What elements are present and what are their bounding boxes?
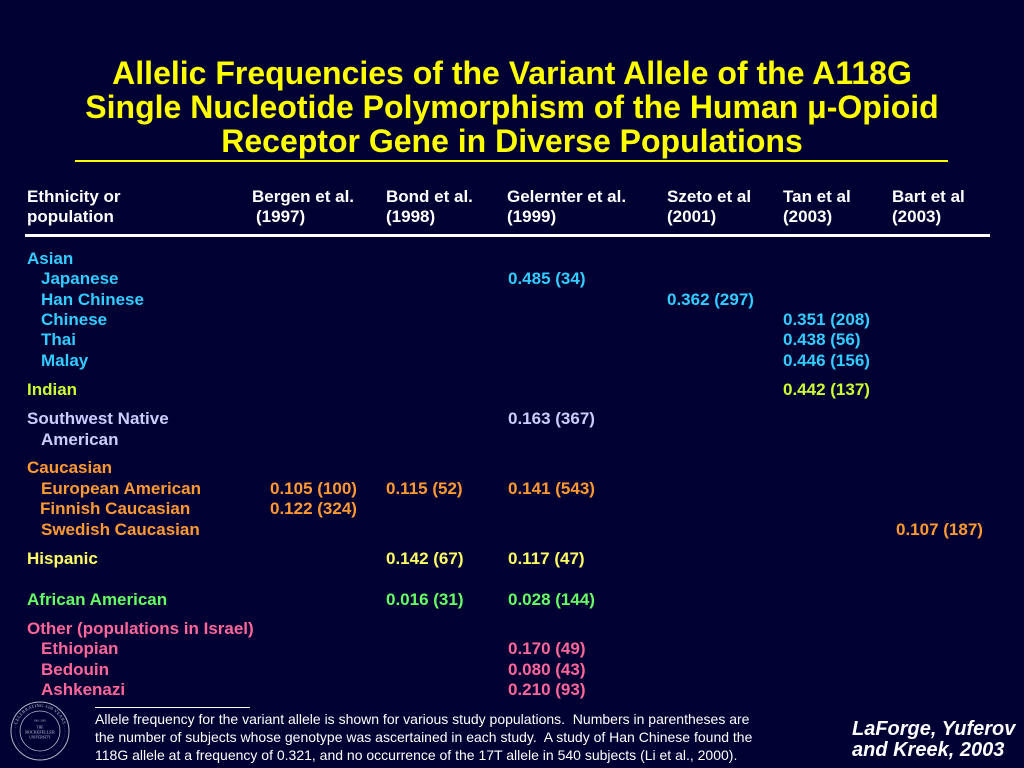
population-label: Malay bbox=[41, 351, 89, 370]
frequency-cell-szeto: 0.362 (297) bbox=[667, 290, 754, 309]
group-row-caucasian: Caucasian bbox=[0, 458, 1024, 478]
header-tan: Tan et al bbox=[783, 187, 851, 206]
group-label: Hispanic bbox=[27, 549, 98, 568]
group-label: Southwest Native bbox=[27, 409, 169, 428]
title-divider bbox=[75, 160, 948, 162]
group-row-southwest-native-american-cont: American bbox=[0, 430, 1024, 450]
table-row-chinese: Chinese 0.351 (208) bbox=[0, 310, 1024, 330]
frequency-cell-tan: 0.351 (208) bbox=[783, 310, 870, 329]
header-szeto: Szeto et al bbox=[667, 187, 752, 206]
header-bergen-year: (1997) bbox=[256, 207, 306, 226]
population-label: Han Chinese bbox=[41, 290, 144, 309]
population-label: Chinese bbox=[41, 310, 108, 329]
frequency-cell-bond: 0.016 (31) bbox=[386, 590, 464, 609]
frequency-cell-gelernter: 0.210 (93) bbox=[508, 680, 586, 699]
seal-name-line-1: THE bbox=[37, 726, 45, 730]
header-ethnicity: Ethnicity or bbox=[27, 187, 121, 206]
group-row-hispanic: Hispanic 0.142 (67) 0.117 (47) bbox=[0, 549, 1024, 569]
frequency-cell-bond: 0.142 (67) bbox=[386, 549, 464, 568]
frequency-cell-gelernter: 0.141 (543) bbox=[508, 479, 595, 498]
citation-line-2: and Kreek, 2003 bbox=[852, 739, 1005, 761]
table-row-malay: Malay 0.446 (156) bbox=[0, 351, 1024, 371]
header-gelernter: Gelernter et al. bbox=[507, 187, 627, 206]
frequency-cell-bart: 0.107 (187) bbox=[896, 520, 983, 539]
citation: LaForge, Yuferov and Kreek, 2003 bbox=[852, 719, 1015, 761]
seal-dotted-ring bbox=[14, 705, 66, 757]
group-label: African American bbox=[27, 590, 168, 609]
frequency-cell-bond: 0.115 (52) bbox=[386, 479, 463, 498]
frequency-cell-gelernter: 0.485 (34) bbox=[508, 269, 586, 288]
frequency-cell-bergen: 0.105 (100) bbox=[270, 479, 357, 498]
header-szeto-year: (2001) bbox=[667, 207, 717, 226]
frequency-cell-bergen: 0.122 (324) bbox=[270, 499, 357, 518]
group-row-southwest-native-american: Southwest Native 0.163 (367) bbox=[0, 409, 1024, 429]
seal-years: 1901-2001 bbox=[34, 719, 47, 723]
footnote-line-1: Allele frequency for the variant allele … bbox=[95, 711, 750, 727]
population-label: European American bbox=[41, 479, 201, 498]
header-bond-year: (1998) bbox=[386, 207, 436, 226]
population-label: Thai bbox=[41, 330, 76, 349]
table-row-european-american: European American 0.105 (100) 0.115 (52)… bbox=[0, 479, 1024, 499]
frequency-cell-tan: 0.446 (156) bbox=[783, 351, 870, 370]
group-row-asian: Asian bbox=[0, 249, 1024, 269]
group-label: Other (populations in Israel) bbox=[27, 619, 254, 638]
footnote-text: Allele frequency for the variant allele … bbox=[95, 710, 752, 764]
population-label: Ethiopian bbox=[41, 639, 119, 658]
seal-name-line-3: UNIVERSITY bbox=[29, 736, 51, 740]
population-label: Bedouin bbox=[41, 660, 109, 679]
group-label: Caucasian bbox=[27, 458, 113, 477]
seal-name-line-2: ROCKEFELLER bbox=[25, 730, 55, 735]
footnote-divider bbox=[95, 707, 250, 708]
population-label: Ashkenazi bbox=[41, 680, 126, 699]
group-row-indian: Indian 0.442 (137) bbox=[0, 380, 1024, 400]
frequency-cell-gelernter: 0.117 (47) bbox=[508, 549, 585, 568]
slide-title: Allelic Frequencies of the Variant Allel… bbox=[0, 56, 1024, 158]
footnote-line-3: 118G allele at a frequency of 0.321, and… bbox=[95, 747, 738, 763]
group-label: Indian bbox=[27, 380, 78, 399]
header-gelernter-year: (1999) bbox=[507, 207, 557, 226]
table-header-divider bbox=[25, 234, 990, 237]
group-row-african-american: African American 0.016 (31) 0.028 (144) bbox=[0, 590, 1024, 610]
university-seal-icon: CELEBRATING 100 YEARS 1901-2001 THE ROCK… bbox=[10, 701, 70, 761]
frequency-cell-tan: 0.438 (56) bbox=[783, 330, 861, 349]
table-header-row-1: Ethnicity or Bergen et al. Bond et al. G… bbox=[0, 187, 1024, 207]
table-row-japanese: Japanese 0.485 (34) bbox=[0, 269, 1024, 289]
frequency-cell-gelernter: 0.170 (49) bbox=[508, 639, 586, 658]
frequency-cell-gelernter: 0.163 (367) bbox=[508, 409, 595, 428]
group-label-continued: American bbox=[41, 430, 119, 449]
title-line-1: Allelic Frequencies of the Variant Allel… bbox=[112, 55, 912, 91]
table-row-ethiopian: Ethiopian 0.170 (49) bbox=[0, 639, 1024, 659]
population-label: Finnish Caucasian bbox=[40, 499, 191, 518]
footnote-line-2: the number of subjects whose genotype wa… bbox=[95, 729, 753, 745]
table-row-han-chinese: Han Chinese 0.362 (297) bbox=[0, 290, 1024, 310]
population-label: Swedish Caucasian bbox=[41, 520, 200, 539]
header-bart: Bart et al bbox=[892, 187, 965, 206]
header-bergen: Bergen et al. bbox=[252, 187, 355, 206]
table-row-thai: Thai 0.438 (56) bbox=[0, 330, 1024, 350]
group-row-other-israel: Other (populations in Israel) bbox=[0, 619, 1024, 639]
group-label: Asian bbox=[27, 249, 74, 268]
table-row-bedouin: Bedouin 0.080 (43) bbox=[0, 660, 1024, 680]
seal-outer-ring bbox=[10, 701, 70, 761]
table-header-row-2: population (1997) (1998) (1999) (2001) (… bbox=[0, 207, 1024, 227]
seal-inner-ring bbox=[19, 710, 61, 752]
population-label: Japanese bbox=[41, 269, 119, 288]
table-row-ashkenazi: Ashkenazi 0.210 (93) bbox=[0, 680, 1024, 700]
header-bond: Bond et al. bbox=[386, 187, 473, 206]
title-line-3: Receptor Gene in Diverse Populations bbox=[221, 123, 803, 159]
table-row-swedish-caucasian: Swedish Caucasian 0.107 (187) bbox=[0, 520, 1024, 540]
frequency-cell-tan: 0.442 (137) bbox=[783, 380, 870, 399]
table-row-finnish-caucasian: Finnish Caucasian 0.122 (324) bbox=[0, 499, 1024, 519]
header-bart-year: (2003) bbox=[892, 207, 942, 226]
title-line-2: Single Nucleotide Polymorphism of the Hu… bbox=[85, 89, 939, 125]
header-tan-year: (2003) bbox=[783, 207, 833, 226]
frequency-cell-gelernter: 0.080 (43) bbox=[508, 660, 586, 679]
frequency-cell-gelernter: 0.028 (144) bbox=[508, 590, 595, 609]
citation-line-1: LaForge, Yuferov bbox=[852, 718, 1016, 740]
header-ethnicity-line2: population bbox=[27, 207, 114, 226]
